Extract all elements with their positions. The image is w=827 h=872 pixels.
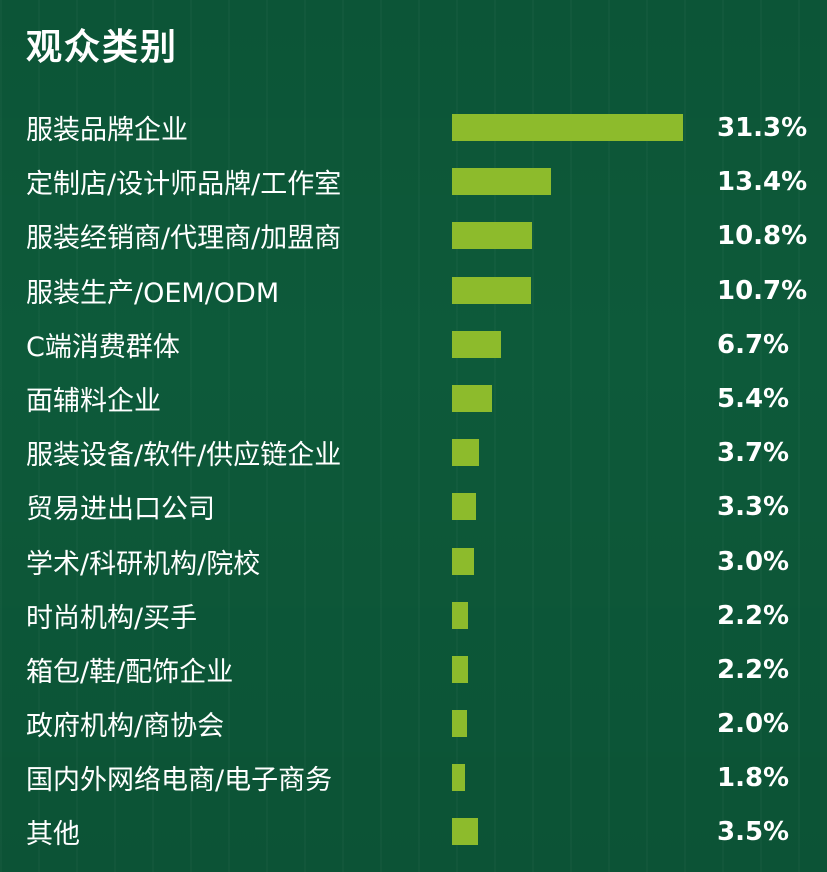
chart-row: 贸易进出口公司 3.3% bbox=[0, 479, 827, 533]
value-label: 2.2% bbox=[717, 600, 790, 631]
chart-row: 服装设备/软件/供应链企业 3.7% bbox=[0, 425, 827, 479]
bar bbox=[452, 818, 478, 846]
chart-row: 服装经销商/代理商/加盟商 10.8% bbox=[0, 208, 827, 262]
value-label: 31.3% bbox=[717, 113, 808, 143]
bar bbox=[452, 601, 468, 629]
bar-chart: 服装品牌企业 31.3% 定制店/设计师品牌/工作室 13.4% 服装经销商/代理商/加… bbox=[0, 100, 827, 859]
category-label: 服装生产/OEM/ODM bbox=[26, 277, 280, 309]
value-label: 3.3% bbox=[717, 492, 790, 523]
value-label: 10.7% bbox=[717, 275, 808, 306]
value-label: 1.8% bbox=[717, 763, 790, 794]
chart-row: 定制店/设计师品牌/工作室 13.4% bbox=[0, 154, 827, 208]
bar bbox=[452, 439, 479, 467]
bar bbox=[452, 276, 531, 304]
value-label: 3.0% bbox=[717, 546, 790, 577]
chart-row: 服装品牌企业 31.3% bbox=[0, 100, 827, 154]
chart-row: 面辅料企业 5.4% bbox=[0, 371, 827, 425]
chart-title: 观众类别 bbox=[26, 27, 179, 68]
chart-row: 其他 3.5% bbox=[0, 804, 827, 858]
bar bbox=[452, 384, 492, 412]
category-label: 面辅料企业 bbox=[26, 385, 161, 417]
chart-row: 学术/科研机构/院校 3.0% bbox=[0, 534, 827, 588]
bar bbox=[452, 655, 468, 683]
category-label: 政府机构/商协会 bbox=[26, 711, 225, 743]
category-label: 箱包/鞋/配饰企业 bbox=[26, 656, 234, 688]
chart-row: C端消费群体 6.7% bbox=[0, 317, 827, 371]
value-label: 3.7% bbox=[717, 438, 790, 469]
bar bbox=[452, 710, 467, 738]
chart-row: 国内外网络电商/电子商务 1.8% bbox=[0, 750, 827, 804]
category-label: 服装设备/软件/供应链企业 bbox=[26, 440, 342, 472]
value-label: 3.5% bbox=[717, 817, 790, 848]
chart-row: 政府机构/商协会 2.0% bbox=[0, 696, 827, 750]
bar bbox=[452, 493, 476, 521]
bar bbox=[452, 114, 683, 141]
category-label: 学术/科研机构/院校 bbox=[26, 548, 261, 580]
value-label: 5.4% bbox=[717, 383, 790, 414]
category-label: 服装品牌企业 bbox=[26, 115, 188, 146]
bar bbox=[452, 764, 465, 792]
bar bbox=[452, 168, 551, 196]
chart-row: 服装生产/OEM/ODM 10.7% bbox=[0, 263, 827, 317]
chart-row: 箱包/鞋/配饰企业 2.2% bbox=[0, 642, 827, 696]
category-label: 国内外网络电商/电子商务 bbox=[26, 765, 333, 797]
category-label: 时尚机构/买手 bbox=[26, 602, 198, 634]
category-label: 定制店/设计师品牌/工作室 bbox=[26, 169, 342, 201]
category-label: 贸易进出口公司 bbox=[26, 494, 215, 526]
value-label: 6.7% bbox=[717, 329, 790, 360]
bar bbox=[452, 547, 474, 575]
category-label: C端消费群体 bbox=[26, 331, 180, 363]
value-label: 2.2% bbox=[717, 654, 790, 685]
value-label: 10.8% bbox=[717, 221, 808, 252]
bar bbox=[452, 330, 501, 358]
category-label: 服装经销商/代理商/加盟商 bbox=[26, 223, 342, 255]
chart-row: 时尚机构/买手 2.2% bbox=[0, 588, 827, 642]
value-label: 2.0% bbox=[717, 709, 790, 740]
value-label: 13.4% bbox=[717, 167, 808, 198]
bar bbox=[452, 222, 532, 250]
category-label: 其他 bbox=[26, 819, 80, 851]
